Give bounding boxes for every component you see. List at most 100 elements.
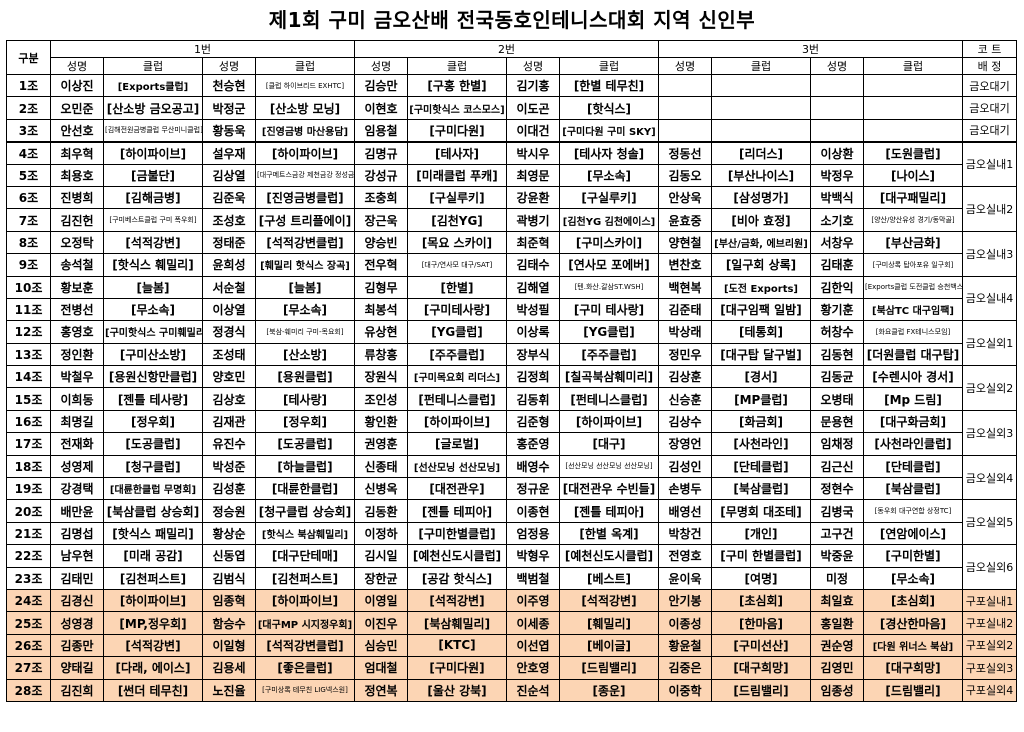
player-name: 이상환: [810, 140, 864, 165]
player-name: 서순철: [202, 275, 256, 299]
player-club: [북삼훼밀리]: [407, 611, 507, 635]
player-club: [하이파이브]: [559, 409, 659, 434]
group-label: 3조: [6, 118, 51, 143]
court-assignment: 금오실내4: [962, 275, 1017, 322]
player-name: 배영선: [658, 499, 712, 523]
player-club: [대구임팩 일밤]: [711, 297, 811, 322]
name-header: 성명: [658, 57, 712, 75]
table-row: 10조 황보훈 [늘봄] 서순철 [늘봄] 김형무 [한별] 김해열 [텐.화산.갈삼ST.WS…: [6, 275, 1017, 322]
player-name: 최용호: [50, 163, 104, 187]
player-name: 김준욱: [202, 185, 256, 210]
player-name: 홍일환: [810, 611, 864, 635]
player-club: [북삼클럽]: [863, 477, 963, 501]
player-club: [711, 73, 811, 98]
player-name: 강성규: [354, 163, 408, 187]
player-name: [658, 118, 712, 143]
player-name: 최우혁: [50, 140, 104, 165]
player-name: 백현복: [658, 275, 712, 299]
player-name: 심승민: [354, 633, 408, 658]
player-club: [Mp 드림]: [863, 387, 963, 411]
player-club: [테사자]: [407, 140, 507, 165]
player-club: [울산 강북]: [407, 678, 507, 702]
player-club: [구미 한별클럽]: [711, 544, 811, 568]
player-club: [구홍 한별]: [407, 73, 507, 98]
name-header: 성명: [506, 57, 560, 75]
table-row: 21조 김명섭 [핫식스 패밀리] 황상순 [핫식스 북삼훼밀리] 이정하 [구미한별클럽]…: [6, 521, 1017, 546]
table-row: 18조 성영제 [청구클럽] 박성준 [하늘클럽] 신종태 [선산모닝 선산모닝] 배영수 [선…: [6, 454, 1017, 501]
player-name: 김상수: [658, 409, 712, 434]
court-assignment: 금오대기: [962, 118, 1017, 143]
name-header: 성명: [810, 57, 864, 75]
player-club: [개인]: [711, 521, 811, 546]
club-header: 클럽: [103, 57, 203, 75]
player-name: 김형무: [354, 275, 408, 299]
player-name: 신종태: [354, 454, 408, 479]
player-club: [하늘클럽]: [255, 454, 355, 479]
player-name: 이주영: [506, 588, 560, 613]
table-row: 7조 김진헌 [구미베스트클럽 구미 폭우회] 조성호 [구성 트리플에이] 장근욱 [김천…: [6, 208, 1017, 232]
player-club: [핫식스 패밀리]: [103, 521, 203, 546]
player-name: 김준형: [506, 409, 560, 434]
player-club: [구미다원]: [407, 656, 507, 680]
player-club: [화요클럽 FX테니스모임]: [863, 320, 963, 344]
player-name: [810, 73, 864, 98]
player-name: 함승수: [202, 611, 256, 635]
table-row: 3조 안선호 [김해전원금병클럽 무산미니클럽] 황동욱 [진영금병 마산용담] 임용철[…: [6, 118, 1017, 143]
player-club: [YG클럽]: [407, 320, 507, 344]
table-row: 11조 전병선 [무소속] 이상열 [무소속] 최봉석 [구미테사랑] 박성필 [구미 테사랑]…: [6, 297, 1017, 322]
player-club: [석적강변]: [103, 230, 203, 255]
table-row: 5조 최용호 [금불단] 김상열 [대구메트스금강 제천금강 정성금강] 강성규 [미래클럽…: [6, 163, 1017, 187]
player-club: [목요 스카이]: [407, 230, 507, 255]
group-1-header: 1번: [50, 40, 355, 58]
player-name: 김성훈: [202, 477, 256, 501]
player-club: [훼밀리]: [559, 611, 659, 635]
player-club: [구미베스트클럽 구미 폭우회]: [103, 208, 203, 232]
player-name: 박상래: [658, 320, 712, 344]
club-header: 클럽: [863, 57, 963, 75]
player-club: [석적강변클럽]: [255, 633, 355, 658]
player-name: 성영제: [50, 454, 104, 479]
player-name: 박백식: [810, 185, 864, 210]
player-club: [하이파이브]: [255, 588, 355, 613]
player-club: [다원 위너스 북삼]: [863, 633, 963, 658]
player-name: 김동균: [810, 365, 864, 389]
player-club: [공감 핫식스]: [407, 566, 507, 590]
player-club: [초심회]: [863, 588, 963, 613]
table-row: 23조 김태민 [김천퍼스트] 김범식 [김천퍼스트] 장한균 [공감 핫식스] 백범철 [베스…: [6, 566, 1017, 590]
player-name: 김상훈: [658, 365, 712, 389]
player-name: 신승훈: [658, 387, 712, 411]
table-row: 12조 홍영호 [구미핫식스 구미훼밀리] 정경식 [북삼-훼미리 구미-목요회] 유상현…: [6, 320, 1017, 367]
player-name: 양승빈: [354, 230, 408, 255]
player-name: 정규운: [506, 477, 560, 501]
player-club: [진영금병클럽]: [255, 185, 355, 210]
gubun-header: 구분: [6, 40, 51, 75]
player-club: [무소속]: [863, 566, 963, 590]
player-name: 전영호: [658, 544, 712, 568]
player-club: [하이파이브]: [103, 140, 203, 165]
player-club: [북삼TC 대구임팩]: [863, 297, 963, 322]
player-name: 임종혁: [202, 588, 256, 613]
player-club: [경산한마음]: [863, 611, 963, 635]
player-club: [무소속]: [255, 297, 355, 322]
player-club: [대구메트스금강 제천금강 정성금강]: [255, 163, 355, 187]
player-club: [MP클럽]: [711, 387, 811, 411]
player-name: 이대건: [506, 118, 560, 143]
table-row: 13조 정인환 [구미산소방] 조성태 [산소방] 류창흥 [주주클럽] 장부식 [주주클럽] 정…: [6, 342, 1017, 367]
name-header: 성명: [354, 57, 408, 75]
player-club: [연사모 포에버]: [559, 253, 659, 277]
player-club: [수렌시아 경서]: [863, 365, 963, 389]
player-name: 김재관: [202, 409, 256, 434]
group-label: 15조: [6, 387, 51, 411]
player-name: 유상현: [354, 320, 408, 344]
player-name: 변찬호: [658, 253, 712, 277]
player-club: [대구탑 달구벌]: [711, 342, 811, 367]
player-club: [구미산소방]: [103, 342, 203, 367]
player-club: [구미핫식스 구미훼밀리]: [103, 320, 203, 344]
group-label: 8조: [6, 230, 51, 255]
player-club: [김천YG 김천에이스]: [559, 208, 659, 232]
player-name: 장근욱: [354, 208, 408, 232]
player-club: [선산모닝 선산모닝]: [407, 454, 507, 479]
player-name: 정연복: [354, 678, 408, 702]
player-name: 장원식: [354, 365, 408, 389]
player-name: 이세종: [506, 611, 560, 635]
